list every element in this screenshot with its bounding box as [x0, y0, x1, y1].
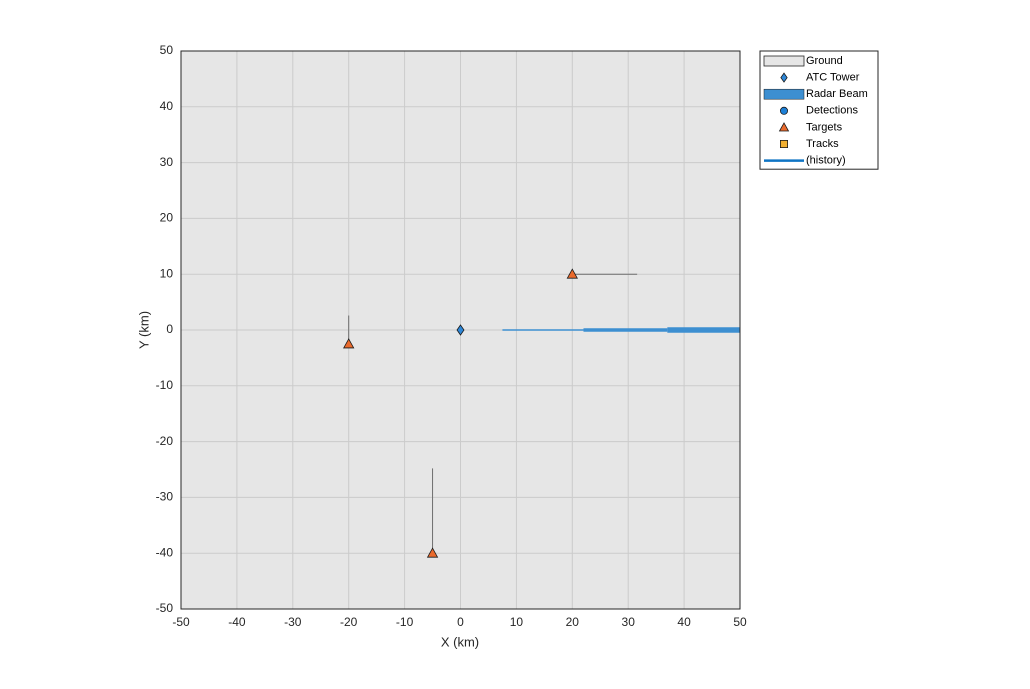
marker-triangle	[426, 547, 439, 558]
x-axis-label: X (km)	[441, 634, 479, 649]
plot-frame	[180, 50, 741, 610]
y-tick-label: -20	[156, 434, 174, 448]
legend-label: Tracks	[806, 138, 839, 150]
y-axis-label: Y (km)	[136, 311, 151, 349]
x-tick-label: 20	[566, 615, 580, 629]
x-tick-label: 40	[677, 615, 691, 629]
y-tick-label: -30	[156, 490, 174, 504]
x-tick-label: -20	[340, 615, 358, 629]
x-tick-label: -30	[284, 615, 302, 629]
marker-triangle	[566, 268, 578, 279]
x-tick-label: -50	[172, 615, 190, 629]
y-tick-label: 50	[160, 43, 174, 57]
legend-label: (history)	[806, 155, 846, 167]
legend-swatch	[763, 55, 805, 67]
legend-label: Ground	[806, 55, 843, 67]
marker-triangle	[343, 338, 355, 349]
marker-diamond	[456, 324, 465, 336]
x-tick-label: 30	[622, 615, 636, 629]
x-tick-label: 0	[457, 615, 464, 629]
y-tick-label: 20	[160, 211, 174, 225]
y-tick-label: -50	[156, 601, 174, 615]
y-tick-label: 30	[160, 155, 174, 169]
marker-triangle	[778, 122, 790, 132]
x-tick-label: -40	[228, 615, 246, 629]
y-tick-label: -10	[156, 378, 174, 392]
legend-swatch	[763, 88, 805, 100]
legend-box	[759, 50, 879, 170]
y-tick-label: 40	[160, 99, 174, 113]
x-tick-label: 50	[733, 615, 747, 629]
y-tick-label: -40	[156, 545, 174, 559]
y-tick-label: 10	[160, 266, 174, 280]
marker-diamond	[780, 72, 788, 83]
legend-label: Targets	[806, 121, 843, 133]
x-tick-label: 10	[510, 615, 524, 629]
marker-circle	[780, 106, 789, 115]
x-tick-label: -10	[396, 615, 414, 629]
legend-label: Radar Beam	[806, 88, 868, 100]
marker-square	[780, 139, 789, 148]
y-tick-label: 0	[166, 322, 173, 336]
legend-label: ATC Tower	[806, 72, 860, 84]
legend-label: Detections	[806, 105, 858, 117]
